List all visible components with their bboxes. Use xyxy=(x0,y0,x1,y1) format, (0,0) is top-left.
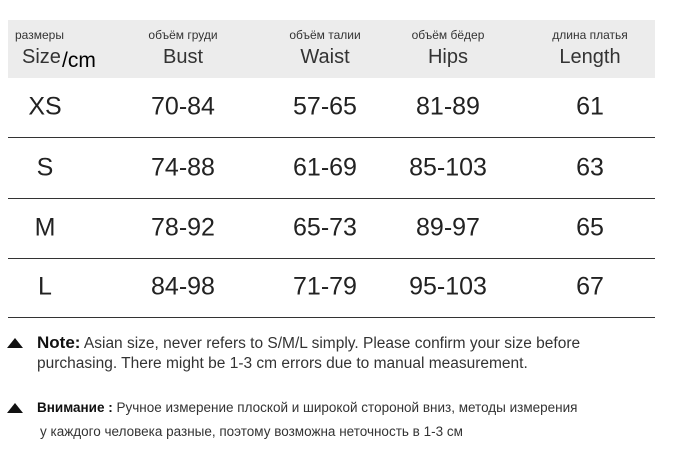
header-label-en: Length xyxy=(559,46,621,68)
table-cell: L xyxy=(38,272,52,301)
table-cell: 61-69 xyxy=(293,153,357,182)
header-band xyxy=(8,20,655,78)
header-label-ru: размеры xyxy=(15,28,64,42)
table-cell: 71-79 xyxy=(293,272,357,301)
table-cell: 89-97 xyxy=(416,213,480,242)
table-cell: 78-92 xyxy=(151,213,215,242)
header-label-en: Bust xyxy=(162,46,204,68)
note-text: Ручное измерение плоской и широкой сторо… xyxy=(116,400,578,415)
header-label-ru: объём груди xyxy=(148,28,218,42)
note-icon xyxy=(7,338,23,348)
note-text: Asian size, never refers to S/M/L simply… xyxy=(83,335,581,352)
row-separator xyxy=(8,317,655,318)
table-cell: 65 xyxy=(576,213,604,242)
table-cell: 70-84 xyxy=(151,92,215,121)
table-cell: 65-73 xyxy=(293,213,357,242)
table-cell: 57-65 xyxy=(293,92,357,121)
table-cell: 67 xyxy=(576,272,604,301)
header-label-en: Waist xyxy=(300,46,350,68)
note-text: purchasing. There might be 1-3 cm errors… xyxy=(37,355,528,372)
header-label-en: Hips xyxy=(427,46,469,68)
table-cell: 85-103 xyxy=(409,153,487,182)
table-cell: 74-88 xyxy=(151,153,215,182)
table-cell: 84-98 xyxy=(151,272,215,301)
header-label-ru: объём бёдер xyxy=(411,28,485,42)
header-unit: /cm xyxy=(62,49,96,72)
note-icon xyxy=(7,403,23,413)
note: Note: Asian size, never refers to S/M/L … xyxy=(37,333,580,353)
table-cell: S xyxy=(36,153,54,182)
note-label: Внимание : xyxy=(37,400,113,415)
table-cell: XS xyxy=(28,92,62,121)
row-separator xyxy=(8,137,655,138)
row-separator xyxy=(8,258,655,259)
table-cell: 95-103 xyxy=(409,272,487,301)
note: Внимание : Ручное измерение плоской и ши… xyxy=(37,400,577,415)
note-label: Note: xyxy=(37,333,81,352)
table-cell: M xyxy=(34,213,56,242)
header-label-en: Size xyxy=(22,46,61,68)
table-cell: 61 xyxy=(576,92,604,121)
table-cell: 81-89 xyxy=(416,92,480,121)
note-text: у каждого человека разные, поэтому возмо… xyxy=(40,424,463,439)
header-label-ru: длина платья xyxy=(552,28,628,42)
row-separator xyxy=(8,198,655,199)
header-label-ru: объём талии xyxy=(289,28,361,42)
table-cell: 63 xyxy=(576,153,604,182)
